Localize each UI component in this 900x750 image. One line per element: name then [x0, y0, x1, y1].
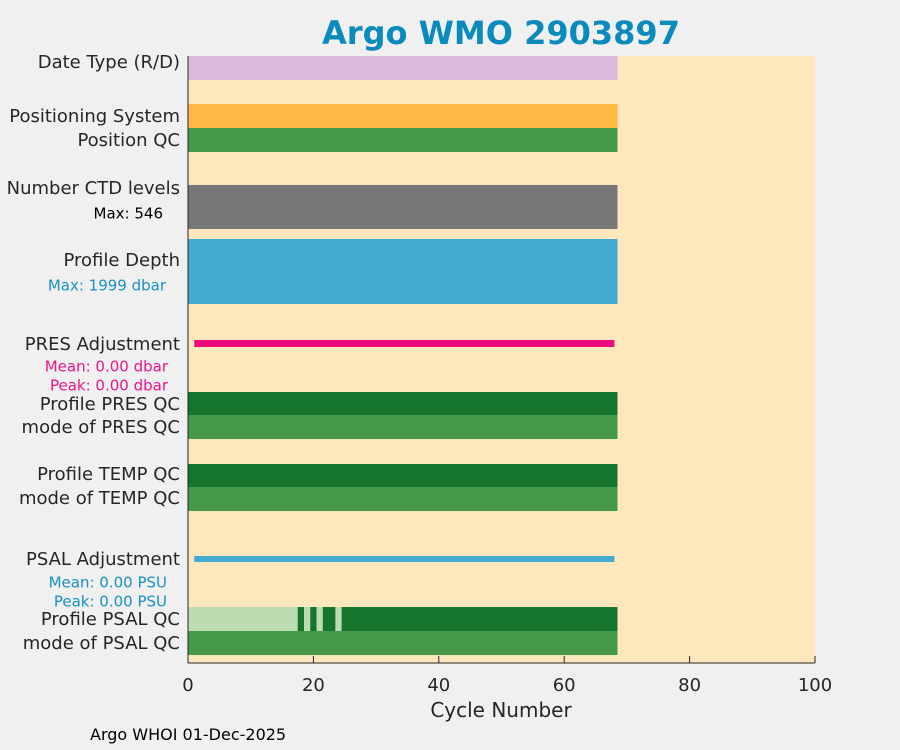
x-tick-label-100: 100	[798, 675, 832, 696]
bar-mode-of-psal-qc	[188, 631, 618, 655]
bar-position-qc	[188, 128, 618, 152]
row-label-mode-of-temp-qc: mode of TEMP QC	[19, 488, 180, 509]
row-label-positioning-system: Positioning System	[9, 106, 180, 127]
row-label-number-ctd-levels: Number CTD levels	[7, 178, 180, 199]
bar-number-ctd-levels	[188, 185, 618, 229]
row-label-mode-of-pres-qc: mode of PRES QC	[22, 417, 180, 438]
psal-peak-annotation: Peak: 0.00 PSU	[54, 593, 167, 611]
bar-psal-adjustment	[194, 556, 615, 562]
bar-segment-profile-psal-qc-1	[303, 607, 311, 631]
row-label-position-qc: Position QC	[77, 130, 180, 151]
bar-segment-profile-psal-qc-3	[335, 607, 342, 631]
pres-mean-annotation: Mean: 0.00 dbar	[45, 358, 169, 376]
row-label-profile-depth: Profile Depth	[63, 250, 180, 271]
chart-title: Argo WMO 2903897	[322, 14, 680, 52]
bar-segment-profile-psal-qc-0	[188, 607, 298, 631]
row-label-profile-psal-qc: Profile PSAL QC	[41, 609, 180, 630]
bar-profile-depth	[188, 239, 618, 304]
depth-max-annotation: Max: 1999 dbar	[48, 277, 167, 295]
row-label-mode-of-psal-qc: mode of PSAL QC	[23, 633, 180, 654]
row-label-psal-adjustment: PSAL Adjustment	[26, 549, 180, 570]
x-tick-label-80: 80	[678, 675, 701, 696]
bar-pres-adjustment	[194, 340, 615, 347]
x-tick-label-20: 20	[302, 675, 325, 696]
x-axis-label: Cycle Number	[430, 698, 572, 722]
bar-profile-pres-qc	[188, 392, 618, 415]
row-label-profile-pres-qc: Profile PRES QC	[40, 394, 180, 415]
bar-positioning-system	[188, 104, 618, 128]
bar-date-type-r-d	[188, 56, 618, 80]
pres-peak-annotation: Peak: 0.00 dbar	[50, 377, 169, 395]
x-tick-label-40: 40	[427, 675, 450, 696]
bar-profile-temp-qc	[188, 464, 618, 487]
bar-segment-profile-psal-qc-2	[316, 607, 323, 631]
row-label-date-type-r-d: Date Type (R/D)	[38, 52, 180, 73]
psal-mean-annotation: Mean: 0.00 PSU	[49, 574, 167, 592]
row-label-pres-adjustment: PRES Adjustment	[25, 334, 180, 355]
bar-mode-of-temp-qc	[188, 487, 618, 511]
ctd-max-annotation: Max: 546	[94, 205, 163, 223]
row-label-profile-temp-qc: Profile TEMP QC	[37, 464, 180, 485]
bar-mode-of-pres-qc	[188, 415, 618, 439]
footer-credit: Argo WHOI 01-Dec-2025	[90, 725, 287, 744]
x-tick-label-60: 60	[553, 675, 576, 696]
x-tick-label-0: 0	[182, 675, 193, 696]
